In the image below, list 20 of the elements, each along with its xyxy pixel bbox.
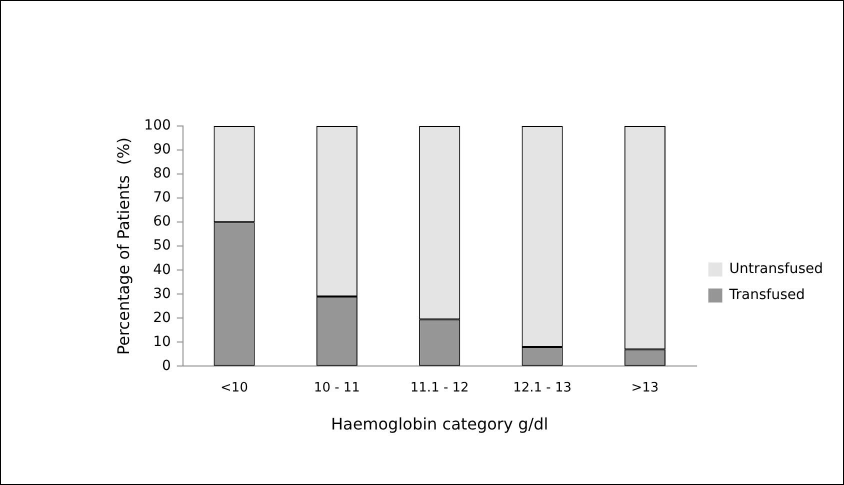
y-tick-label: 0 <box>162 358 171 374</box>
y-tick-label: 20 <box>153 310 171 326</box>
y-tick-label: 100 <box>144 118 171 134</box>
x-tick-label: <10 <box>220 380 248 396</box>
y-tick-label: 40 <box>153 262 171 278</box>
y-tick-label: 10 <box>153 334 171 350</box>
x-tick-label: 12.1 - 13 <box>513 380 572 396</box>
legend-label: Untransfused <box>729 261 824 278</box>
y-tick-label: 70 <box>153 190 171 206</box>
x-tick-label: 10 - 11 <box>314 380 360 396</box>
y-tick-label: 30 <box>153 286 171 302</box>
x-tick-label: 11.1 - 12 <box>410 380 469 396</box>
x-axis-title: Haemoglobin category g/dl <box>331 414 548 434</box>
y-tick-label: 80 <box>153 166 171 182</box>
y-axis-title: Percentage of Patients (%) <box>114 137 133 355</box>
legend-label: Transfused <box>728 287 805 304</box>
y-tick-label: 50 <box>153 238 171 254</box>
x-tick-label: >13 <box>631 380 659 396</box>
y-tick-label: 60 <box>153 214 171 230</box>
y-tick-label: 90 <box>153 142 171 158</box>
